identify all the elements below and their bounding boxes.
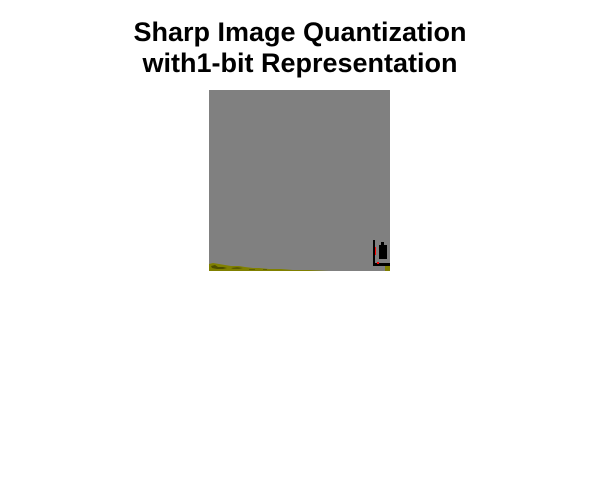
figure-head	[381, 242, 384, 245]
ground-speckle-dark	[211, 265, 227, 269]
figure-title: Sharp Image Quantization with1-bit Repre…	[0, 17, 600, 79]
title-line-2: with1-bit Representation	[142, 48, 458, 78]
ground-speckle-3	[249, 269, 255, 270]
figure-ground-patch	[385, 266, 390, 271]
figure-body	[379, 245, 387, 259]
sky-region	[209, 90, 390, 271]
ground-speckle-4	[263, 269, 267, 270]
quantized-image	[209, 90, 390, 271]
quantized-image-canvas	[209, 90, 390, 271]
figure-red-mark	[375, 247, 376, 255]
ground-speckle-dark-2	[231, 267, 243, 269]
figure-base	[373, 263, 390, 266]
figure-pole	[373, 240, 375, 264]
title-line-1: Sharp Image Quantization	[133, 17, 467, 47]
figure-base-red	[377, 262, 379, 264]
